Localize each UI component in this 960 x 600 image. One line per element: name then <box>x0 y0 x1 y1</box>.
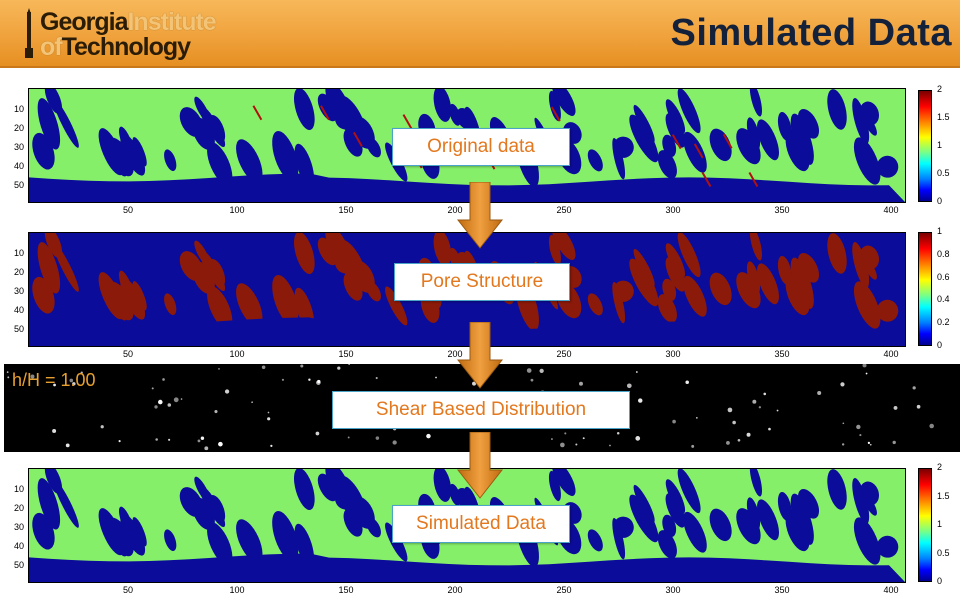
x-tick-label: 300 <box>665 205 681 215</box>
colorbar-tick-label: 0.8 <box>937 248 950 259</box>
x-tick-label: 350 <box>774 585 790 595</box>
colorbar-tick-label: 0.4 <box>937 294 950 305</box>
x-tick-label: 200 <box>447 205 463 215</box>
colorbar-tick-label: 1 <box>937 519 943 529</box>
georgia-tech-logo: GeorgiaInstitute ofTechnology <box>14 6 274 62</box>
colorbar-tick-label: 1 <box>937 140 943 150</box>
x-tick-label: 250 <box>556 585 572 595</box>
colorbar-tick-label: 0.5 <box>937 547 950 558</box>
x-tick-label: 50 <box>122 585 133 595</box>
logo-word-institute: Institute <box>127 8 216 36</box>
colorbar-tick-label: 0 <box>937 196 943 206</box>
y-tick-label: 10 <box>13 104 24 114</box>
x-tick-label: 200 <box>447 349 463 359</box>
x-tick-label: 100 <box>229 349 245 359</box>
x-tick-label: 400 <box>883 349 899 359</box>
down-arrow-icon <box>456 322 504 389</box>
x-tick-label: 200 <box>447 585 463 595</box>
y-tick-label: 20 <box>13 267 24 277</box>
x-tick-label: 300 <box>665 349 681 359</box>
x-tick-label: 100 <box>229 205 245 215</box>
colorbar-tick-label: 1 <box>937 226 943 236</box>
y-tick-label: 30 <box>13 522 24 532</box>
y-tick-label: 10 <box>13 248 24 258</box>
colorbar-tick-label: 0.2 <box>937 317 950 328</box>
colorbar-tick-label: 0 <box>937 340 943 350</box>
y-tick-label: 20 <box>13 503 24 513</box>
y-tick-label: 30 <box>13 286 24 296</box>
down-arrow-icon <box>456 182 504 249</box>
pore-colorbar <box>918 232 932 346</box>
x-tick-label: 100 <box>229 585 245 595</box>
colorbar-tick-label: 2 <box>937 84 943 94</box>
x-tick-label: 350 <box>774 349 790 359</box>
original-colorbar <box>918 90 932 202</box>
y-tick-label: 40 <box>13 305 24 315</box>
x-tick-label: 250 <box>556 349 572 359</box>
colorbar-tick-label: 0.5 <box>937 168 950 178</box>
logo-word-georgia: Georgia <box>40 8 128 36</box>
y-tick-label: 10 <box>13 484 24 494</box>
y-tick-label: 50 <box>13 180 24 190</box>
x-tick-label: 150 <box>338 585 354 595</box>
header-bar: GeorgiaInstitute ofTechnology Simulated … <box>0 0 960 68</box>
x-tick-label: 400 <box>883 585 899 595</box>
x-tick-label: 150 <box>338 349 354 359</box>
x-tick-label: 250 <box>556 205 572 215</box>
x-tick-label: 50 <box>122 205 133 215</box>
slide-title: Simulated Data <box>670 12 952 54</box>
simulated-data-label: Simulated Data <box>392 505 570 543</box>
colorbar-tick-label: 0.6 <box>937 271 950 282</box>
shear-distribution-label: Shear Based Distribution <box>332 391 630 429</box>
x-tick-label: 400 <box>883 205 899 215</box>
y-tick-label: 50 <box>13 324 24 334</box>
original-data-label: Original data <box>392 128 570 166</box>
colorbar-tick-label: 1.5 <box>937 112 950 122</box>
logo-word-technology: Technology <box>61 33 191 61</box>
x-tick-label: 300 <box>665 585 681 595</box>
x-tick-label: 350 <box>774 205 790 215</box>
y-tick-label: 50 <box>13 560 24 570</box>
y-tick-label: 20 <box>13 123 24 133</box>
logo-word-of: of <box>40 33 63 61</box>
h-over-H-label: h/H = 1.00 <box>12 370 96 390</box>
colorbar-tick-label: 1.5 <box>937 490 950 501</box>
pore-structure-label: Pore Structure <box>394 263 570 301</box>
y-tick-label: 40 <box>13 541 24 551</box>
y-tick-label: 40 <box>13 161 24 171</box>
tech-tower-icon <box>25 8 33 58</box>
down-arrow-icon <box>456 432 504 499</box>
y-tick-label: 30 <box>13 142 24 152</box>
x-tick-label: 50 <box>122 349 133 359</box>
colorbar-tick-label: 2 <box>937 462 943 472</box>
colorbar-tick-label: 0 <box>937 576 943 586</box>
x-tick-label: 150 <box>338 205 354 215</box>
simulated-colorbar <box>918 468 932 582</box>
